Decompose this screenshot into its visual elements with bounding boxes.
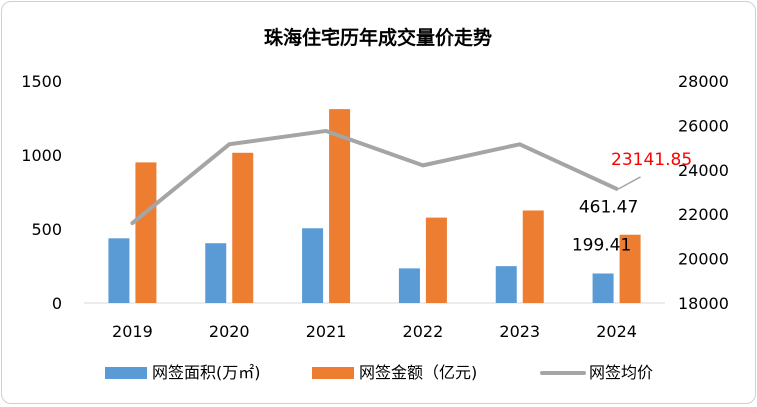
legend-item: 网签金额（亿元) — [312, 363, 477, 382]
y-right-tick-label: 26000 — [678, 116, 729, 135]
bar-area-2023 — [495, 266, 517, 303]
y-right-tick-label: 18000 — [678, 294, 729, 313]
bar-amount-2023 — [522, 210, 544, 303]
legend-item: 网签均价 — [540, 363, 653, 382]
y-right-tick-label: 28000 — [678, 72, 729, 91]
y-right-tick-label: 20000 — [678, 250, 729, 269]
legend-item: 网签面积(万㎡) — [105, 363, 261, 382]
x-tick-label: 2023 — [499, 322, 540, 341]
x-tick-label: 2019 — [112, 322, 153, 341]
chart-title: 珠海住宅历年成交量价走势 — [264, 26, 492, 49]
bar-area-2022 — [398, 268, 420, 303]
legend-label: 网签金额（亿元) — [359, 363, 477, 382]
data-label: 23141.85 — [611, 150, 692, 170]
x-tick-label: 2024 — [596, 322, 637, 341]
y-right-tick-label: 24000 — [678, 161, 729, 180]
bar-amount-2020 — [232, 152, 254, 303]
data-label: 199.41 — [572, 235, 631, 255]
bar-area-2021 — [302, 228, 324, 303]
y-left-tick-label: 0 — [52, 294, 62, 313]
x-tick-label: 2022 — [403, 322, 444, 341]
data-label: 461.47 — [579, 198, 638, 218]
bar-amount-2022 — [425, 217, 447, 303]
y-left-tick-label: 1000 — [21, 146, 62, 165]
bar-area-2019 — [108, 238, 130, 303]
data-label-leader — [618, 176, 641, 190]
bar-amount-2019 — [135, 162, 157, 303]
bar-area-2020 — [205, 243, 227, 303]
legend-label: 网签均价 — [589, 363, 653, 382]
y-right-tick-label: 22000 — [678, 205, 729, 224]
bar-area-2024 — [592, 273, 614, 303]
bar-amount-2021 — [329, 109, 351, 304]
x-tick-label: 2021 — [306, 322, 347, 341]
line-avg-price — [130, 128, 619, 226]
y-left-tick-label: 1500 — [21, 72, 62, 91]
x-tick-label: 2020 — [209, 322, 250, 341]
legend-label: 网签面积(万㎡) — [152, 363, 261, 382]
y-left-tick-label: 500 — [31, 220, 62, 239]
legend-swatch — [312, 367, 354, 379]
legend-swatch — [105, 367, 147, 379]
bar-amount-2024 — [619, 234, 641, 303]
